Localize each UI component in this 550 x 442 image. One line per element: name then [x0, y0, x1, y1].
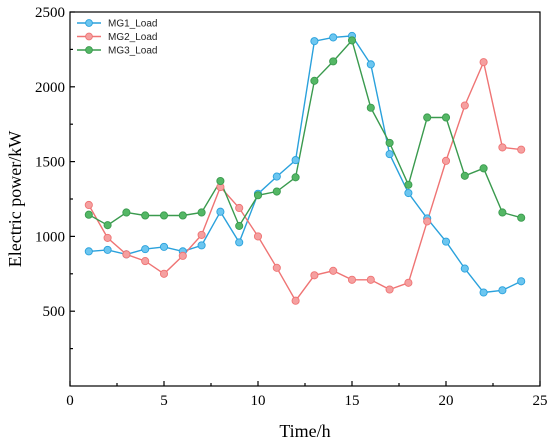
data-point-mg2-load — [441, 156, 451, 165]
data-point-mg2-load — [404, 278, 413, 287]
data-point-mg3-load — [178, 211, 187, 220]
legend-label: MG1_Load — [108, 19, 157, 30]
data-point-mg2-load — [423, 217, 432, 226]
data-point-mg2-load — [498, 143, 507, 152]
data-point-mg1-load — [235, 238, 244, 247]
x-tick-label: 15 — [345, 393, 360, 409]
data-point-mg3-load — [385, 138, 394, 147]
series-points-layer — [84, 31, 526, 305]
data-point-mg3-load — [159, 211, 169, 220]
data-point-mg2-load — [253, 232, 263, 241]
data-point-mg1-load — [498, 286, 507, 295]
data-point-mg3-load — [103, 221, 112, 230]
data-point-mg1-load — [159, 242, 169, 251]
axes-layer: 0 5 10 15 20 25 500 1000 1500 2000 2500 — [35, 5, 548, 409]
data-point-mg1-load — [310, 37, 319, 46]
data-point-mg1-load — [197, 241, 206, 250]
data-point-mg1-load — [366, 60, 375, 69]
data-point-mg2-load — [291, 296, 300, 305]
data-point-mg2-load — [159, 269, 169, 278]
data-point-mg2-load — [103, 233, 112, 242]
x-tick-label: 10 — [251, 393, 266, 409]
data-point-mg2-load — [385, 285, 394, 294]
data-point-mg3-load — [329, 57, 338, 66]
x-tick-label: 5 — [160, 393, 168, 409]
data-point-mg2-load — [122, 250, 131, 259]
data-point-mg2-load — [366, 275, 375, 284]
data-point-mg2-load — [84, 200, 93, 210]
data-point-mg2-load — [272, 263, 281, 272]
data-point-mg2-load — [235, 203, 244, 213]
data-point-mg3-load — [460, 171, 469, 180]
data-point-mg2-load — [310, 271, 319, 280]
data-point-mg1-load — [479, 288, 488, 297]
series-lines-layer — [88, 35, 522, 302]
data-point-mg1-load — [84, 247, 93, 256]
data-point-mg3-load — [517, 213, 526, 222]
data-point-mg3-load — [366, 103, 375, 112]
legend-marker-mg2-load — [85, 32, 93, 41]
data-point-mg1-load — [385, 150, 394, 159]
data-point-mg3-load — [141, 211, 150, 220]
data-point-mg3-load — [498, 208, 507, 217]
plot-frame — [69, 11, 541, 387]
data-point-mg3-load — [291, 173, 300, 182]
series-line-mg3-load — [88, 38, 522, 228]
y-tick-label: 1500 — [35, 155, 65, 171]
data-point-mg1-load — [329, 33, 338, 42]
data-point-mg3-load — [122, 208, 131, 217]
data-point-mg1-load — [141, 245, 150, 254]
data-point-mg1-load — [517, 277, 526, 286]
data-point-mg3-load — [310, 76, 319, 85]
data-point-mg3-load — [479, 164, 488, 173]
data-point-mg2-load — [141, 257, 150, 266]
data-point-mg1-load — [460, 264, 469, 273]
data-point-mg1-load — [216, 207, 225, 216]
data-point-mg1-load — [272, 172, 281, 181]
data-point-mg2-load — [517, 145, 526, 154]
data-point-mg3-load — [84, 210, 93, 219]
legend-label: MG2_Load — [108, 32, 157, 43]
data-point-mg2-load — [178, 251, 187, 260]
y-axis-title: Electric power/kW — [5, 131, 25, 267]
data-point-mg2-load — [479, 58, 488, 67]
y-tick-label: 2000 — [35, 80, 65, 96]
data-point-mg3-load — [253, 191, 263, 200]
data-point-mg3-load — [441, 113, 451, 122]
data-point-mg1-load — [291, 156, 300, 165]
data-point-mg3-load — [347, 36, 357, 45]
data-point-mg1-load — [103, 245, 112, 254]
x-axis-title: Time/h — [279, 421, 330, 441]
legend: MG1_Load MG2_Load MG3_Load — [77, 19, 157, 57]
x-tick-label: 20 — [439, 393, 454, 409]
data-point-mg3-load — [272, 187, 281, 196]
data-point-mg3-load — [235, 221, 244, 230]
series-line-mg1-load — [88, 35, 522, 294]
data-point-mg1-load — [404, 188, 413, 198]
data-point-mg3-load — [216, 176, 225, 186]
data-point-mg2-load — [347, 275, 357, 284]
data-point-mg3-load — [197, 208, 206, 217]
data-point-mg3-load — [423, 113, 432, 122]
data-point-mg1-load — [441, 237, 451, 246]
x-tick-label: 25 — [533, 393, 548, 409]
y-tick-label: 2500 — [35, 5, 65, 21]
legend-marker-mg1-load — [85, 19, 93, 27]
y-tick-label: 1000 — [35, 229, 65, 245]
data-point-mg3-load — [404, 180, 413, 189]
data-point-mg2-load — [460, 101, 469, 110]
x-tick-label: 0 — [66, 393, 74, 409]
legend-label: MG3_Load — [108, 46, 157, 57]
legend-marker-mg3-load — [85, 46, 93, 54]
y-tick-label: 500 — [43, 304, 66, 320]
data-point-mg2-load — [197, 230, 206, 239]
data-point-mg2-load — [329, 266, 338, 275]
